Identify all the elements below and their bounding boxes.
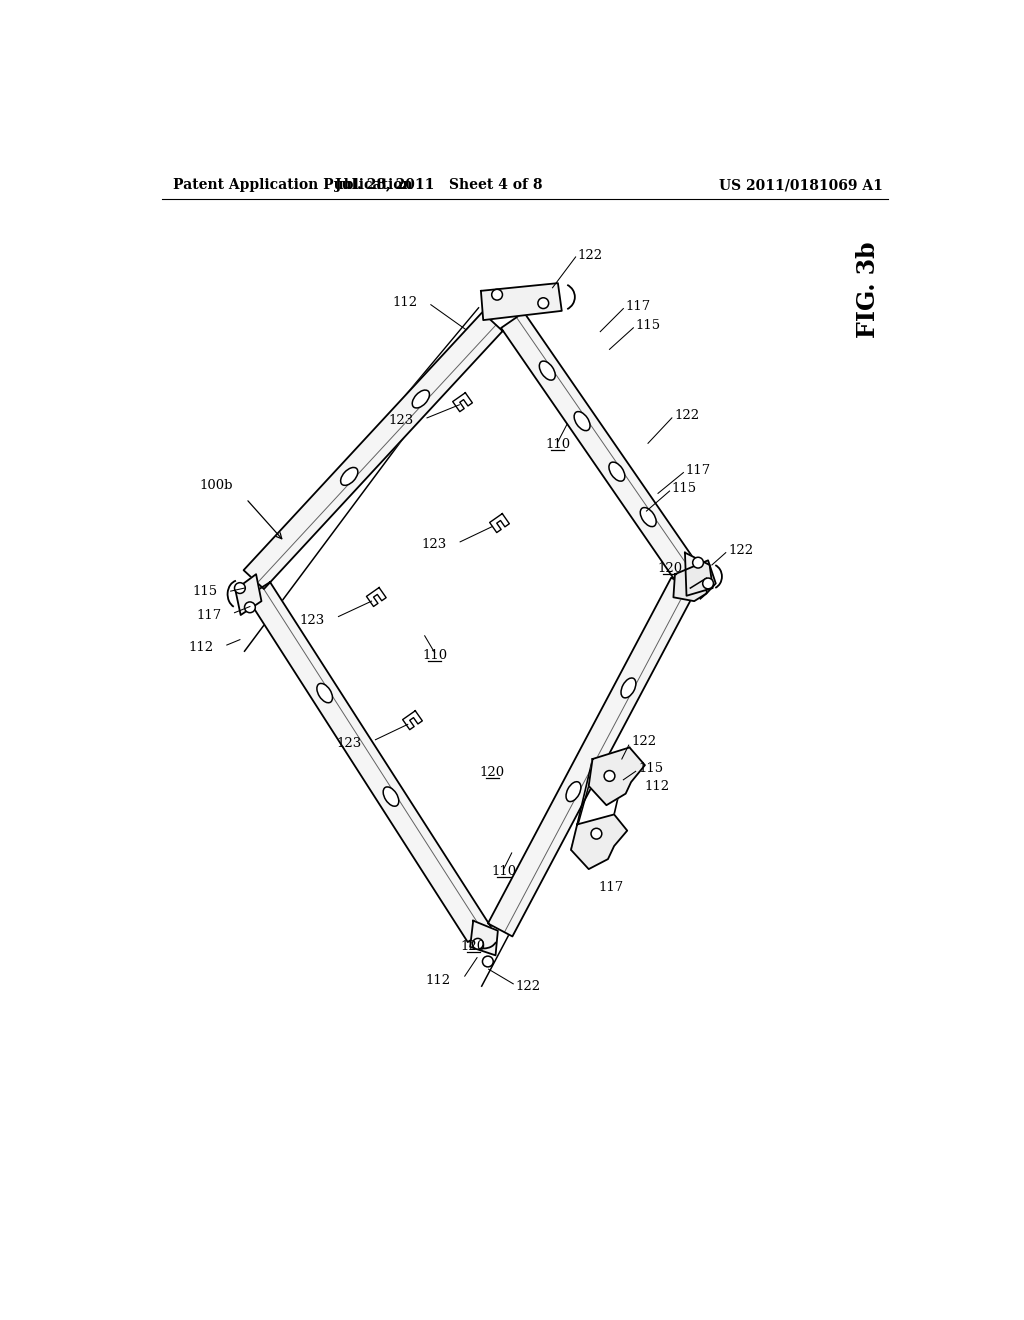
Circle shape <box>538 298 549 309</box>
Text: 122: 122 <box>631 735 656 748</box>
Polygon shape <box>247 582 492 942</box>
Circle shape <box>692 557 703 568</box>
Text: 120: 120 <box>657 561 682 574</box>
Polygon shape <box>674 561 716 601</box>
Text: 110: 110 <box>422 649 447 663</box>
Polygon shape <box>244 313 503 589</box>
Ellipse shape <box>621 678 636 698</box>
Polygon shape <box>589 747 645 805</box>
Circle shape <box>482 956 494 966</box>
Text: 123: 123 <box>421 539 446 552</box>
Text: 112: 112 <box>426 974 451 987</box>
Text: 112: 112 <box>645 780 670 793</box>
Text: 117: 117 <box>599 880 624 894</box>
Ellipse shape <box>316 684 333 702</box>
Text: 123: 123 <box>299 614 325 627</box>
Polygon shape <box>685 553 713 595</box>
Ellipse shape <box>566 781 581 801</box>
Text: 110: 110 <box>546 438 570 451</box>
Text: 110: 110 <box>492 865 516 878</box>
Text: 117: 117 <box>626 300 651 313</box>
Text: 123: 123 <box>336 737 361 750</box>
Text: 117: 117 <box>197 609 221 622</box>
Text: Jul. 28, 2011   Sheet 4 of 8: Jul. 28, 2011 Sheet 4 of 8 <box>335 178 543 193</box>
Ellipse shape <box>341 467 357 486</box>
Ellipse shape <box>413 391 429 408</box>
Ellipse shape <box>540 362 555 380</box>
Circle shape <box>702 578 714 589</box>
Text: 115: 115 <box>193 585 217 598</box>
Text: 115: 115 <box>636 319 660 333</box>
Polygon shape <box>470 921 498 956</box>
Circle shape <box>492 289 503 300</box>
Text: 112: 112 <box>188 640 214 653</box>
Text: 123: 123 <box>389 413 414 426</box>
Circle shape <box>245 602 255 612</box>
Text: FIG. 3b: FIG. 3b <box>856 242 881 338</box>
Circle shape <box>472 939 483 949</box>
Circle shape <box>591 829 602 840</box>
Polygon shape <box>501 313 698 581</box>
Ellipse shape <box>609 462 625 482</box>
Text: 122: 122 <box>674 409 699 422</box>
Text: 120: 120 <box>461 940 485 953</box>
Circle shape <box>234 582 246 594</box>
Text: 115: 115 <box>638 762 664 775</box>
Polygon shape <box>481 284 562 321</box>
Text: 100b: 100b <box>200 479 233 492</box>
Text: US 2011/0181069 A1: US 2011/0181069 A1 <box>719 178 883 193</box>
Text: 122: 122 <box>515 979 541 993</box>
Text: 122: 122 <box>728 544 754 557</box>
Ellipse shape <box>574 412 590 430</box>
Text: 122: 122 <box>578 249 602 261</box>
Ellipse shape <box>640 508 656 527</box>
Text: 115: 115 <box>672 482 697 495</box>
Text: 117: 117 <box>686 463 711 477</box>
Polygon shape <box>236 574 261 615</box>
Polygon shape <box>487 578 695 936</box>
Ellipse shape <box>383 787 398 807</box>
Text: Patent Application Publication: Patent Application Publication <box>173 178 413 193</box>
Circle shape <box>604 771 614 781</box>
Text: 120: 120 <box>480 767 505 779</box>
Polygon shape <box>571 814 628 869</box>
Text: 112: 112 <box>392 296 418 309</box>
